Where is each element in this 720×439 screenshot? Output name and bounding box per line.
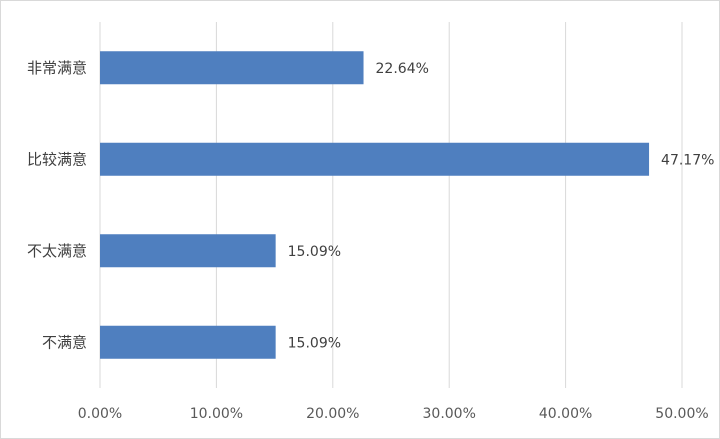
category-label-3: 不满意 [42,333,87,351]
bar-2 [100,234,276,268]
category-label-1: 比较满意 [27,150,87,168]
data-label-3: 15.09% [288,335,341,351]
x-tick-labels: 0.00% 10.00% 20.00% 30.00% 40.00% 50.00% [78,406,709,422]
x-tick-label-0: 0.00% [78,406,122,422]
x-tick-label-2: 20.00% [306,406,359,422]
data-label-1: 47.17% [661,152,714,168]
data-label-0: 22.64% [376,61,429,77]
bar-0 [100,51,364,85]
bar-3 [100,325,276,359]
x-tick-label-3: 30.00% [423,406,476,422]
data-label-2: 15.09% [288,244,341,260]
category-label-0: 非常满意 [27,59,87,77]
bar-1 [100,142,650,176]
data-labels: 22.64% 47.17% 15.09% 15.09% [288,61,715,352]
x-tick-label-4: 40.00% [539,406,592,422]
bars [100,51,650,359]
category-label-2: 不太满意 [27,242,87,260]
x-tick-label-1: 10.00% [190,406,243,422]
x-tick-label-5: 50.00% [655,406,708,422]
